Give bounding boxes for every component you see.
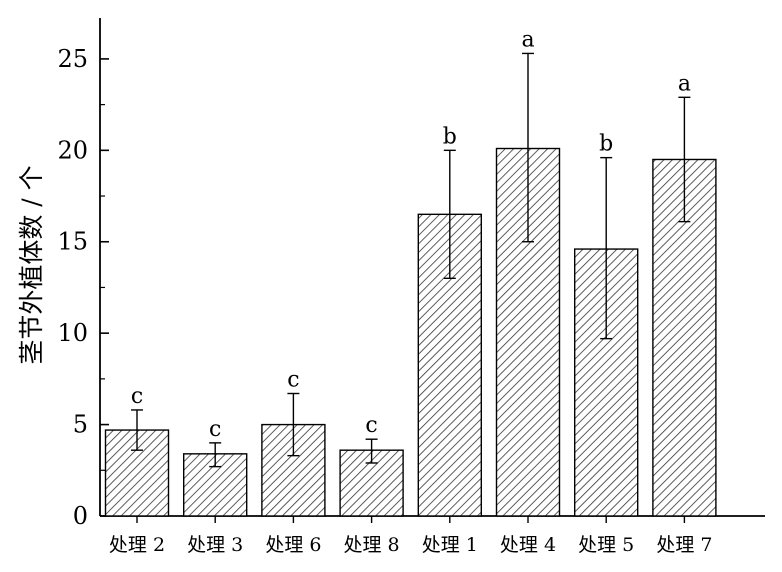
bar	[104, 429, 170, 517]
y-tick-label: 5	[73, 411, 88, 439]
significance-label: b	[599, 132, 613, 157]
significance-label: a	[678, 71, 691, 96]
y-axis-label: 茎节外植体数 / 个	[17, 165, 46, 364]
significance-label: c	[287, 368, 299, 393]
x-tick-label: 处理 8	[344, 534, 400, 556]
y-tick-label: 10	[57, 319, 88, 347]
significance-label: c	[365, 413, 377, 438]
y-tick-label: 25	[57, 45, 88, 73]
significance-label: b	[443, 124, 457, 149]
bar	[182, 453, 248, 517]
y-tick-label: 20	[57, 136, 88, 164]
x-tick-label: 处理 7	[656, 534, 712, 556]
significance-label: c	[131, 384, 143, 409]
x-tick-label: 处理 3	[187, 534, 243, 556]
x-tick-label: 处理 1	[422, 534, 478, 556]
x-tick-label: 处理 2	[109, 534, 165, 556]
significance-label: c	[209, 417, 221, 442]
y-tick-label: 0	[73, 502, 88, 530]
x-tick-label: 处理 5	[578, 534, 634, 556]
x-tick-label: 处理 6	[265, 534, 321, 556]
y-tick-label: 15	[57, 228, 88, 256]
x-tick-label: 处理 4	[500, 534, 556, 556]
significance-label: a	[521, 27, 534, 52]
plot-area: 0 5 10 15 20 25 c 处理 2 c 处理 3 c 处理 6 c 处理 8 b 处理 1 a 处理 4…	[57, 18, 765, 556]
